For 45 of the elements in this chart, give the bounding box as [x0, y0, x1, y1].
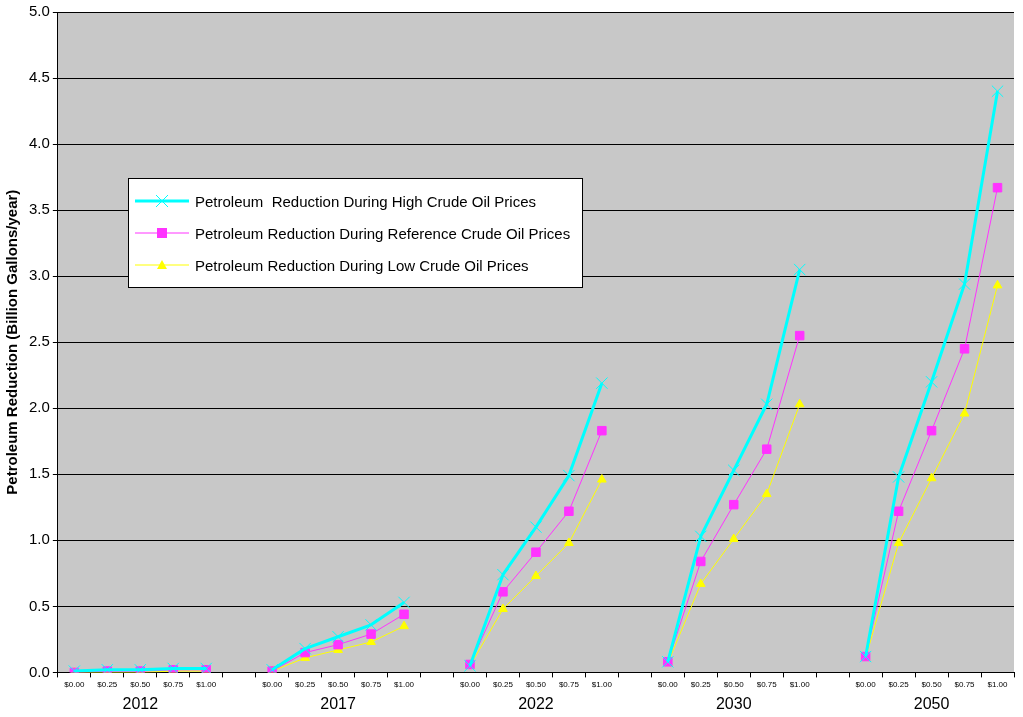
y-tick-label: 4.5: [28, 68, 50, 86]
legend-label: Petroleum Reduction During Reference Crude Oil Prices: [195, 224, 571, 242]
legend-label: Petroleum Reduction During Low Crude Oil Prices: [195, 256, 529, 274]
x-tick-label: $0.75: [163, 680, 184, 690]
x-tick-label: $0.75: [954, 680, 976, 690]
y-tick-label: 2.0: [28, 398, 50, 416]
text: 2012: [122, 695, 159, 713]
x-tick-label: $0.50: [328, 680, 349, 690]
x-tick-label: $0.50: [723, 680, 745, 690]
x-tick-label: $0.50: [525, 680, 547, 690]
text: 2030: [715, 695, 752, 713]
y-tick-label: 0.0: [28, 662, 50, 680]
x-tick-label: $0.25: [690, 680, 712, 690]
x-tick-label: $1.00: [591, 680, 613, 690]
x-tick-label: $0.25: [888, 680, 910, 690]
x-tick-label: $0.75: [361, 680, 382, 690]
x-tick-label: $0.00: [459, 680, 481, 690]
text: 2022: [518, 695, 554, 713]
y-tick-label: 3.5: [28, 200, 50, 218]
y-tick-label: 3.0: [28, 266, 50, 284]
y-tick-label: 5.0: [28, 2, 50, 20]
x-tick-label: $0.75: [756, 680, 778, 690]
x-tick-label: $0.50: [130, 680, 151, 690]
y-tick-label: 4.0: [28, 134, 50, 152]
x-tick-label: $1.00: [394, 680, 415, 690]
y-tick-label: 1.5: [28, 464, 50, 482]
x-tick-label: $1.00: [789, 680, 811, 690]
x-tick-label: $0.00: [262, 680, 283, 690]
x-tick-label: $0.50: [921, 680, 943, 690]
legend-label: Petroleum Reduction During High Crude Oil Prices: [195, 192, 536, 210]
y-tick-label: 0.5: [28, 596, 50, 614]
x-tick-label: $0.00: [855, 680, 877, 690]
x-tick-label: $0.25: [97, 680, 118, 690]
text: 2017: [320, 695, 356, 713]
x-tick-label: $0.75: [558, 680, 580, 690]
text: 2050: [913, 695, 950, 713]
x-tick-label: $1.00: [987, 680, 1009, 690]
x-tick-label: $0.25: [295, 680, 316, 690]
y-tick-label: 1.0: [28, 530, 50, 548]
y-tick-label: 2.5: [28, 332, 50, 350]
y-axis-title: Petroleum Reduction (Billion Gallons/year): [3, 189, 21, 495]
x-tick-label: $0.00: [64, 680, 85, 690]
x-tick-label: $1.00: [196, 680, 217, 690]
x-tick-label: $0.25: [492, 680, 514, 690]
x-tick-label: $0.00: [657, 680, 679, 690]
